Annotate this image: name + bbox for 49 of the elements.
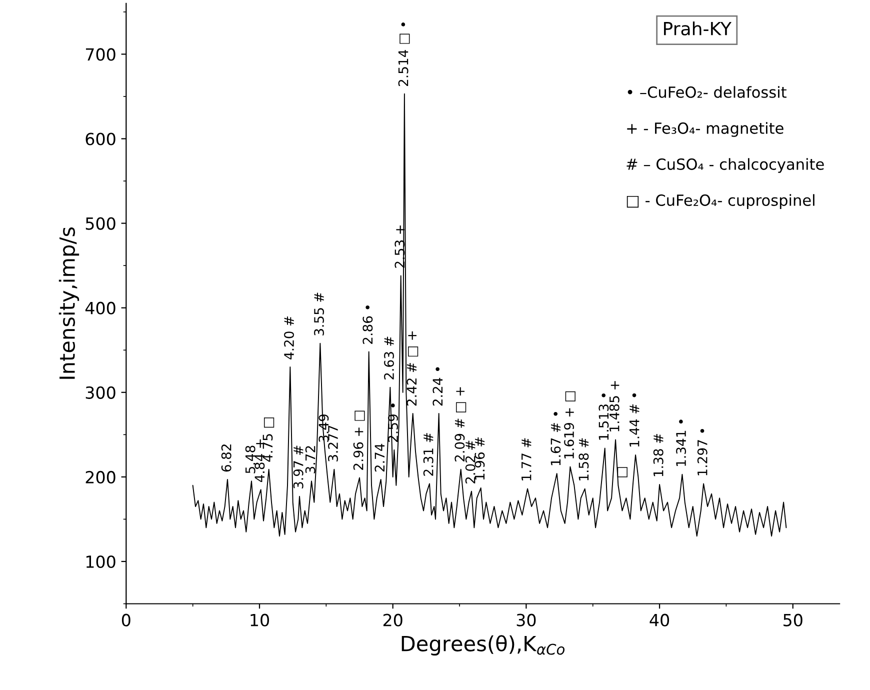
annotation: 3.72 <box>305 446 316 474</box>
annotation: 1.341 • <box>676 420 686 466</box>
y-tick-label: 600 <box>86 132 116 146</box>
annotation: 1.485 + <box>609 381 620 432</box>
annotation: 1.96 # <box>474 437 485 480</box>
y-axis-title: Intensity,imp/s <box>58 227 80 379</box>
text: Prah-KY <box>664 21 732 36</box>
annotation: 2.514 □ • <box>398 22 410 86</box>
annotation: 1.77 # <box>522 438 532 480</box>
annotation: 3.97 # <box>293 446 304 488</box>
annotation: 4.75 □ <box>262 418 274 462</box>
annotation: + - Fe₃O₄- magnetite <box>627 122 784 137</box>
annotation: 4.20 # <box>284 316 294 360</box>
annotation: 1.67 # • <box>550 412 561 466</box>
annotation: 2.96 + □ <box>353 410 365 470</box>
annotation: 6.82 <box>221 444 232 472</box>
y-tick-label: 400 <box>85 302 116 314</box>
y-tick-label: 700 <box>86 48 116 61</box>
annotation: 2.02 # <box>465 440 476 484</box>
y-tick-label: 200 <box>86 470 116 484</box>
annotation: 3.55 # <box>314 292 324 336</box>
annotation: 2.63 # <box>384 336 394 380</box>
annotation: 2.31 # <box>423 433 434 476</box>
annotation: • –CuFeO₂- delafossit <box>628 86 786 98</box>
x-tick-label: 30 <box>516 614 536 626</box>
annotation: 5.48 <box>245 446 256 474</box>
annotation: 1.513 • <box>598 393 609 440</box>
annotation: □ - CuFe₂O₄- cuprospinel <box>626 194 814 209</box>
annotation: 1.619 + □ <box>564 391 576 458</box>
annotation: 1.38 # <box>653 434 664 476</box>
annotation: 1.44 # • <box>630 393 640 447</box>
annotation: 1.58 # <box>578 438 589 480</box>
annotation: 3.277 <box>328 426 338 462</box>
x-tick-label: 0 <box>122 614 130 626</box>
y-tick-label: 100 <box>86 555 116 568</box>
annotation: 2.42 # □ + <box>406 331 418 406</box>
y-tick-label: 300 <box>86 386 116 399</box>
x-axis-title: Degrees(θ),K$_{αCo}$ <box>402 635 564 656</box>
x-tick-label: 50 <box>784 614 802 626</box>
annotation: 2.74 <box>374 444 384 472</box>
x-tick-label: 20 <box>383 614 402 626</box>
x-tick-label: 10 <box>250 614 269 626</box>
annotation: 1.297 • <box>697 428 708 476</box>
annotation: 2.24 • <box>432 367 442 406</box>
x-tick-label: 40 <box>650 614 670 626</box>
annotation: 2.09 # □ + <box>454 387 466 462</box>
y-tick-label: 500 <box>86 217 116 230</box>
annotation: # – CuSO₄ - chalcocyanite <box>626 158 824 173</box>
annotation: 2.86 • <box>362 305 373 344</box>
